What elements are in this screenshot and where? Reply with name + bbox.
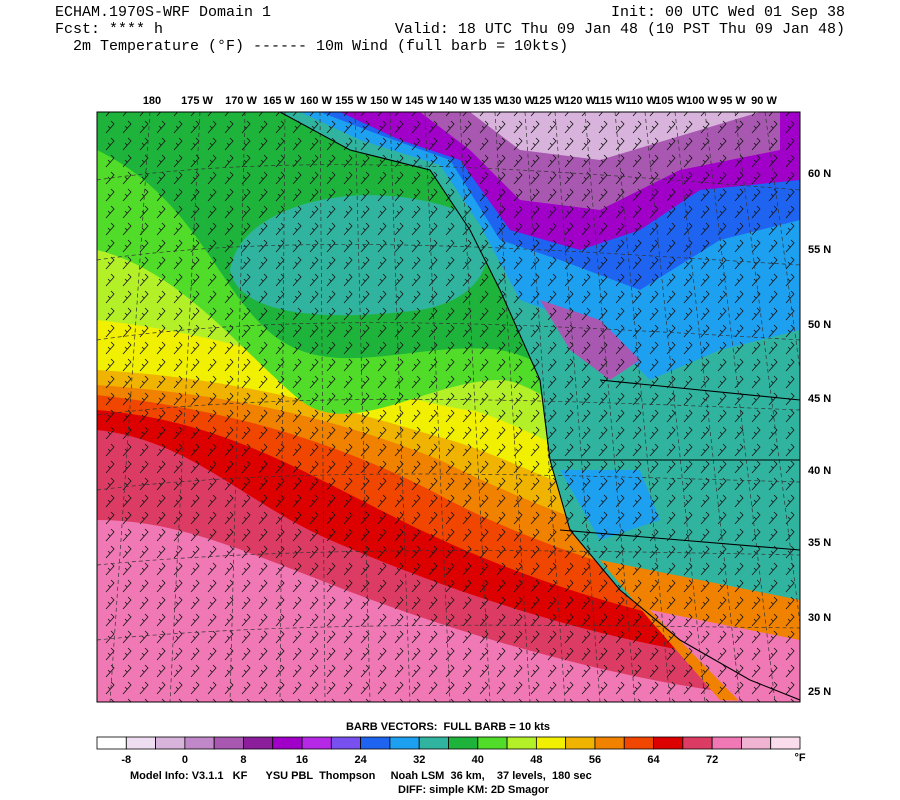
valid-time: Valid: 18 UTC Thu 09 Jan 48 (10 PST Thu …	[395, 21, 845, 38]
colorbar-box	[448, 736, 479, 750]
colorbar-box	[770, 736, 801, 750]
colorbar-box	[623, 736, 654, 750]
fields: 2m Temperature (°F) ------ 10m Wind (ful…	[73, 38, 568, 55]
colorbar-box	[565, 736, 596, 750]
longitude-label: 145 W	[405, 95, 437, 107]
colorbar-box	[125, 736, 156, 750]
longitude-label: 155 W	[335, 95, 367, 107]
colorbar-box	[213, 736, 244, 750]
colorbar-box	[682, 736, 713, 750]
longitude-labels: 180 175 W 170 W 165 W 160 W 155 W 150 W 145 W 14…	[143, 95, 778, 107]
longitude-label: 150 W	[370, 95, 402, 107]
colorbar: -8 0 8 16 24 32 40 48 56 64 72 °F	[96, 736, 806, 766]
colorbar-box	[330, 736, 362, 750]
model-info: Model Info: V3.1.1 KF YSU PBL Thompson N…	[130, 770, 592, 782]
title: ECHAM.1970S-WRF Domain 1	[55, 4, 271, 21]
longitude-label: 160 W	[300, 95, 332, 107]
colorbar-box	[711, 736, 742, 750]
colorbar-tick-label: 24	[355, 754, 368, 766]
colorbar-box	[243, 736, 274, 750]
longitude-label: 100 W	[686, 95, 718, 107]
barb-caption: BARB VECTORS: FULL BARB = 10 kts	[346, 721, 550, 733]
longitude-label: 110 W	[625, 95, 657, 107]
longitude-label: 90 W	[751, 95, 777, 107]
map-frame	[96, 111, 801, 703]
longitude-label: 175 W	[181, 95, 213, 107]
colorbar-tick-label: 64	[647, 754, 660, 766]
colorbar-tick-label: 8	[240, 754, 246, 766]
latitude-label: 60 N	[808, 168, 831, 180]
colorbar-box	[301, 736, 332, 750]
colorbar-tick-label: 40	[472, 754, 484, 766]
init-time: Init: 00 UTC Wed 01 Sep 38	[611, 4, 845, 21]
latitude-label: 25 N	[808, 686, 831, 698]
colorbar-tick-label: 72	[706, 754, 718, 766]
longitude-label: 125 W	[533, 95, 565, 107]
colorbar-tick-label: 32	[413, 754, 425, 766]
longitude-label: 115 W	[594, 95, 626, 107]
colorbar-box	[389, 736, 420, 750]
longitude-label: 170 W	[225, 95, 257, 107]
colorbar-box	[535, 736, 567, 750]
latitude-labels: 60 N 55 N 50 N 45 N 40 N 35 N 30 N 25 N	[808, 168, 831, 698]
longitude-label: 120 W	[564, 95, 596, 107]
longitude-label: 135 W	[473, 95, 505, 107]
colorbar-box	[653, 736, 684, 750]
map-field	[97, 112, 800, 702]
colorbar-tick-label: 48	[530, 754, 542, 766]
colorbar-box	[155, 736, 186, 750]
colorbar-box	[594, 736, 625, 750]
longitude-label: 105 W	[655, 95, 687, 107]
colorbar-tick-label: -8	[121, 754, 131, 766]
colorbar-tick-label: 56	[589, 754, 601, 766]
colorbar-box	[184, 736, 215, 750]
latitude-label: 40 N	[808, 465, 831, 477]
forecast-hour: Fcst: **** h	[55, 21, 163, 38]
longitude-label: 95 W	[720, 95, 746, 107]
colorbar-box	[360, 736, 391, 750]
latitude-label: 30 N	[808, 612, 831, 624]
latitude-label: 45 N	[808, 393, 831, 405]
latitude-label: 50 N	[808, 319, 831, 331]
longitude-label: 165 W	[263, 95, 295, 107]
colorbar-box	[272, 736, 303, 750]
colorbar-tick-label: 16	[296, 754, 308, 766]
diff-info: DIFF: simple KM: 2D Smagor	[398, 784, 550, 796]
colorbar-box	[506, 736, 537, 750]
latitude-label: 35 N	[808, 537, 831, 549]
colorbar-box	[418, 736, 449, 750]
latitude-label: 55 N	[808, 244, 831, 256]
longitude-label: 130 W	[503, 95, 535, 107]
colorbar-box	[96, 736, 127, 750]
colorbar-box	[477, 736, 508, 750]
longitude-label: 140 W	[439, 95, 471, 107]
colorbar-tick-label: 0	[182, 754, 188, 766]
colorbar-box	[741, 736, 772, 750]
colorbar-unit: °F	[794, 752, 805, 764]
longitude-label: 180	[143, 95, 161, 107]
